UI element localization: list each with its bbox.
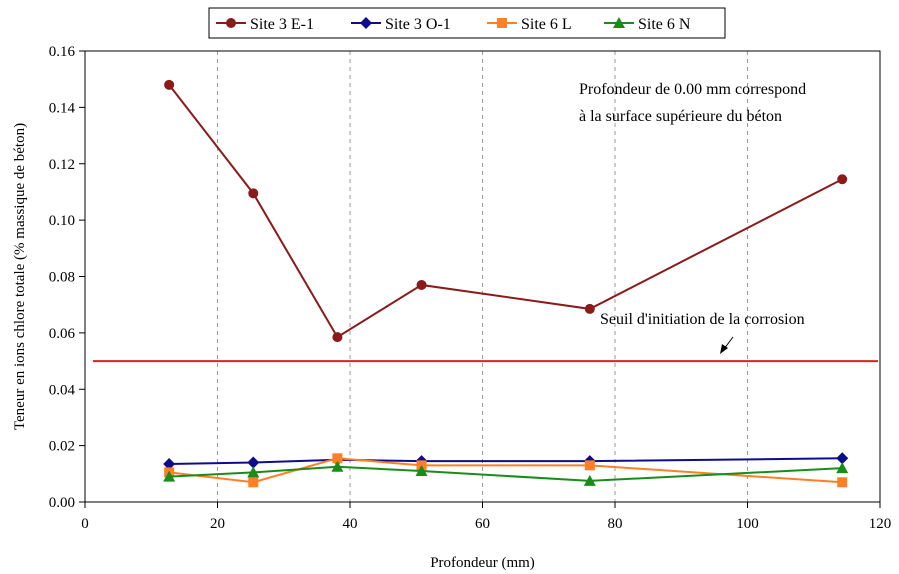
data-point [226,18,236,28]
threshold-label: Seuil d'initiation de la corrosion [600,311,805,328]
data-point [415,464,428,476]
arrow-head [720,344,728,354]
data-point [836,462,849,474]
data-point [837,174,848,185]
data-point [836,452,849,465]
data-point [248,188,259,199]
series-line [169,465,843,482]
data-point [332,453,343,464]
legend-label: Site 6 N [638,16,691,33]
series-line [169,457,843,484]
x-tick-label: 40 [343,516,358,532]
x-tick-label: 80 [608,516,623,532]
annotation: Profondeur de 0.00 mm correspond à la su… [579,81,806,354]
data-point [613,17,625,28]
series-group [164,79,848,343]
legend-label: Site 6 L [521,16,572,33]
data-point [416,279,427,290]
series [163,79,849,488]
x-tick-label: 20 [210,516,225,532]
series-line [169,457,843,465]
data-point [331,460,344,472]
y-tick-label: 0.14 [49,100,76,116]
legend-label: Site 3 E-1 [250,16,314,33]
data-point [163,470,176,482]
y-tick-label: 0.06 [49,326,76,342]
data-point [164,79,175,90]
x-tick-label: 0 [81,516,89,532]
annotation-line-1: Profondeur de 0.00 mm correspond [579,81,806,98]
y-tick-label: 0.00 [49,495,75,511]
y-tick-label: 0.02 [49,439,75,455]
x-axis-title: Profondeur (mm) [430,555,535,571]
data-point [360,17,372,29]
y-tick-label: 0.12 [49,157,75,173]
legend-box [208,7,726,39]
x-tick-label: 60 [475,516,490,532]
ticks: 0 20 40 60 80 100 120 0.00 0.02 0.04 0.06 0.08 0.10 0… [49,44,892,532]
y-tick-label: 0.10 [49,213,75,229]
data-point [837,477,848,488]
data-point [332,332,343,343]
data-point [583,474,596,486]
data-point [584,303,595,314]
legend: Site 3 E-1 Site 3 O-1 Site 6 L Site 6 N [208,7,726,39]
data-point [163,457,176,470]
data-point [497,18,507,28]
y-tick-label: 0.08 [49,270,75,286]
x-tick-label: 100 [736,516,759,532]
data-point [247,466,260,478]
legend-label: Site 3 O-1 [385,16,451,33]
data-point [247,456,260,469]
grid [217,51,748,502]
series-group [163,460,849,486]
series-line [168,84,843,339]
y-tick-label: 0.04 [49,382,76,398]
series-group [163,452,849,470]
data-point [248,477,259,488]
x-tick-label: 120 [869,516,892,532]
data-point [584,460,595,471]
annotation-line-2: à la surface supérieure du béton [579,108,782,125]
y-axis-title: Teneur en ions chlore totale (% massique… [12,123,28,430]
threshold-arrow-icon [720,336,734,354]
y-tick-label: 0.16 [49,44,76,60]
